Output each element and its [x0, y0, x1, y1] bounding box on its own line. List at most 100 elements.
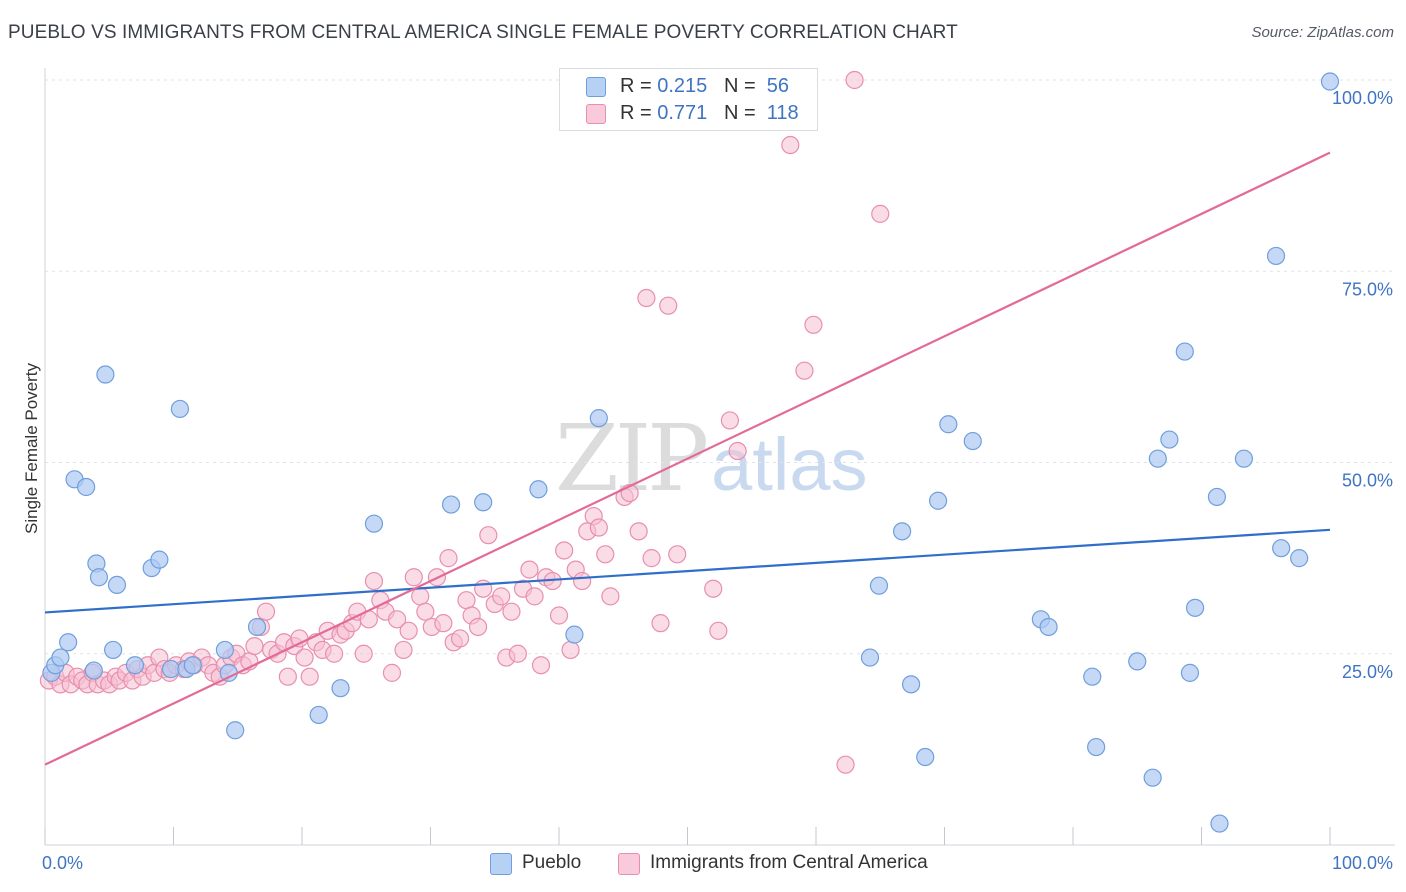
pueblo-point [1148, 449, 1167, 468]
pueblo-point [1234, 449, 1254, 468]
pueblo-point [1266, 246, 1286, 266]
pueblo-point [183, 656, 202, 675]
y-tick-label: 50.0% [1342, 471, 1393, 491]
pueblo-point [89, 568, 109, 587]
immigrants-point [720, 411, 740, 430]
immigrants-point [502, 602, 521, 621]
immigrants-point [555, 541, 574, 560]
stats-text-pueblo: R = 0.215 N = 56 [620, 75, 789, 98]
immigrants-point [300, 667, 319, 686]
immigrants-point [457, 591, 476, 610]
pueblo-point [1175, 342, 1194, 361]
pueblo-point [963, 431, 982, 451]
pueblo-point [170, 399, 190, 419]
r-label: R = [620, 75, 658, 97]
pueblo-point [1320, 72, 1340, 91]
pueblo-point [96, 365, 115, 384]
pueblo-point [1143, 768, 1162, 787]
immigrants-point [295, 648, 314, 667]
pueblo-point [860, 648, 880, 667]
immigrants-point [416, 602, 435, 621]
r-value-immigrants: 0.771 [657, 102, 708, 124]
immigrants-point [479, 526, 498, 545]
immigrants-swatch [586, 104, 606, 124]
pueblo-point [589, 409, 608, 428]
stats-text-immigrants: R = 0.771 N = 118 [620, 102, 799, 125]
immigrants-point [387, 610, 407, 629]
immigrants-point [596, 545, 615, 564]
pueblo-point [529, 480, 548, 499]
immigrants-point [404, 568, 423, 587]
immigrants-point [278, 667, 297, 686]
pueblo-point [869, 576, 889, 595]
legend-label-immigrants: Immigrants from Central America [650, 852, 928, 873]
pueblo-point [1290, 549, 1309, 568]
pueblo-point [51, 648, 70, 667]
pueblo-point [1272, 539, 1291, 558]
pueblo-point [1210, 814, 1229, 833]
immigrants-point [845, 70, 864, 90]
pueblo-point [150, 550, 169, 569]
pueblo-point [1207, 487, 1227, 507]
immigrants-point [382, 663, 402, 682]
x-tick-label: 0.0% [42, 853, 83, 873]
pueblo-point [1160, 430, 1179, 449]
immigrants-point [704, 579, 723, 598]
immigrants-point [411, 587, 430, 606]
x-tick-label: 100.0% [1332, 853, 1393, 873]
immigrants-point [795, 361, 814, 380]
immigrants-trend-line [44, 151, 1331, 766]
y-tick-label: 25.0% [1342, 662, 1393, 682]
immigrants-point [508, 644, 527, 663]
pueblo-point [309, 705, 328, 725]
immigrants-point [256, 602, 276, 621]
pueblo-point [84, 661, 103, 680]
stats-legend: R = 0.215 N = 56 R = 0.771 N = 118 [559, 68, 818, 131]
immigrants-point [871, 204, 890, 223]
y-tick-label: 75.0% [1342, 279, 1393, 299]
immigrants-point [354, 644, 373, 663]
source-label: Source: ZipAtlas.com [1251, 24, 1394, 41]
immigrants-legend-swatch [618, 853, 640, 875]
immigrants-point [531, 656, 551, 675]
axes [44, 68, 1395, 846]
immigrants-point [434, 614, 453, 633]
chart-title: PUEBLO VS IMMIGRANTS FROM CENTRAL AMERIC… [8, 22, 958, 43]
pueblo-point [59, 633, 78, 652]
pueblo-point [901, 675, 921, 694]
n-value-pueblo: 56 [766, 75, 790, 97]
immigrants-point [804, 315, 823, 334]
immigrants-point [245, 636, 264, 656]
immigrants-point [637, 288, 656, 308]
r-value-pueblo: 0.215 [657, 75, 708, 97]
immigrants-point [573, 571, 592, 591]
pueblo-point [77, 477, 96, 497]
immigrants-point [642, 549, 661, 568]
pueblo-point [1128, 652, 1147, 671]
immigrants-point [492, 587, 511, 606]
immigrants-point [520, 560, 539, 579]
immigrants-point [709, 621, 728, 640]
pueblo-point [928, 491, 948, 510]
immigrants-point [561, 640, 580, 660]
immigrants-point [325, 644, 344, 663]
y-tick-label: 100.0% [1332, 88, 1393, 108]
pueblo-point [226, 721, 245, 740]
pueblo-point [331, 679, 350, 698]
pueblo-point [1185, 598, 1205, 617]
pueblo-point [939, 415, 958, 434]
immigrants-point [474, 579, 493, 598]
pueblo-point [1180, 663, 1200, 682]
pueblo-trend-line [44, 528, 1331, 614]
gridlines [45, 79, 1395, 655]
pueblo-point [104, 640, 123, 660]
r-label: R = [620, 102, 658, 124]
immigrants-point [589, 518, 608, 537]
tick-labels: 25.0% 50.0% 75.0% 100.0% 0.0% 100.0% [42, 88, 1393, 873]
immigrants-point [364, 571, 384, 591]
immigrants-point [659, 296, 678, 315]
pueblo-point [916, 747, 935, 767]
n-label: N = [723, 75, 762, 97]
immigrants-point [668, 545, 687, 564]
